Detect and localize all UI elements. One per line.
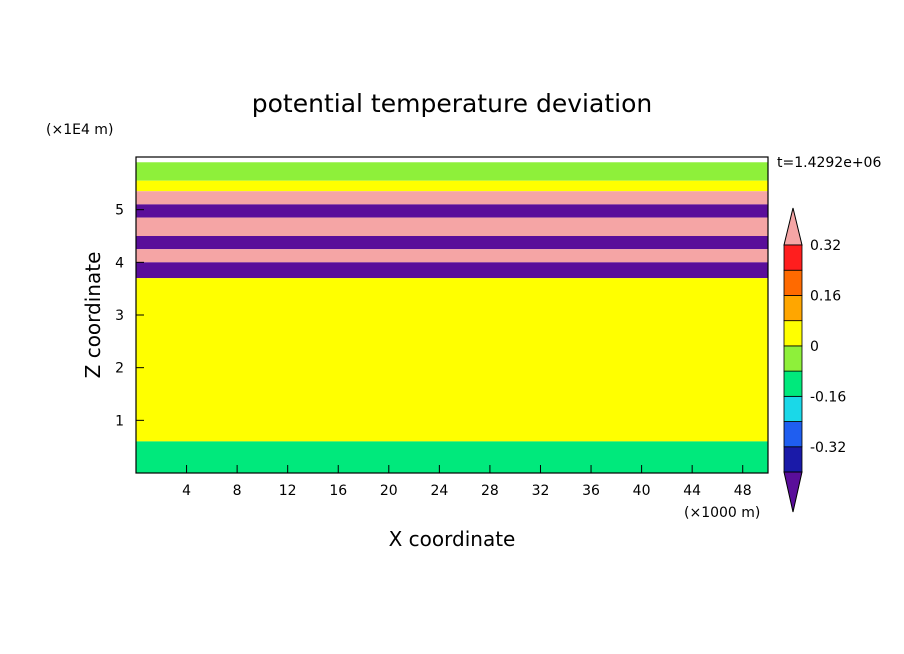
y-tick-label: 2 [115,361,124,377]
y-tick-label: 5 [115,203,124,219]
colorbar-box [783,269,803,296]
x-tick-label: 36 [582,483,600,499]
x-tick-label: 12 [279,483,297,499]
colorbar-tick-label: -0.32 [810,440,846,456]
y-axis-label: Z coordinate [81,252,105,379]
x-tick-label: 32 [532,483,550,499]
colorbar-box [783,295,803,322]
x-axis-ticks: 4 8 12 16 20 24 28 32 36 40 44 48 [182,465,752,499]
x-tick-label: 4 [182,483,191,499]
y-unit-label: (×1E4 m) [46,122,113,138]
chart-title: potential temperature deviation [252,89,652,118]
contour-band-9 [136,441,768,473]
colorbar-box [783,395,803,422]
contour-band-3 [136,204,768,218]
y-axis-ticks: 1 2 3 4 5 [115,203,144,429]
colorbar: 0.32 0.16 0 -0.16 -0.32 [783,207,846,513]
colorbar-box [783,370,803,397]
colorbar-tick-label: 0 [810,339,819,355]
x-tick-label: 28 [481,483,499,499]
colorbar-box [783,320,803,347]
x-tick-label: 24 [430,483,448,499]
contour-band-6 [136,249,768,263]
contour-band-0 [136,162,768,181]
y-tick-label: 1 [115,413,124,429]
colorbar-max-arrow [783,207,803,246]
colorbar-min-arrow [783,471,803,513]
colorbar-box [783,244,803,271]
colorbar-box [783,421,803,448]
colorbar-box [783,345,803,372]
contour-plot-area [136,162,768,473]
x-tick-label: 8 [233,483,242,499]
contour-band-4 [136,217,768,236]
x-tick-label: 48 [734,483,752,499]
x-tick-label: 16 [329,483,347,499]
contour-band-8 [136,278,768,442]
x-tick-label: 40 [633,483,651,499]
contour-band-2 [136,191,768,205]
y-tick-label: 3 [115,308,124,324]
x-tick-label: 20 [380,483,398,499]
x-axis-label: X coordinate [389,527,516,551]
contour-band-1 [136,180,768,192]
x-tick-label: 44 [683,483,701,499]
contour-band-5 [136,236,768,250]
colorbar-tick-label: -0.16 [810,389,846,405]
colorbar-tick-label: 0.16 [810,288,841,304]
contour-band-7 [136,262,768,279]
colorbar-box [783,446,803,473]
x-unit-label: (×1000 m) [684,505,760,521]
time-label: t=1.4292e+06 [777,155,881,171]
colorbar-tick-label: 0.32 [810,238,841,254]
y-tick-label: 4 [115,255,124,271]
